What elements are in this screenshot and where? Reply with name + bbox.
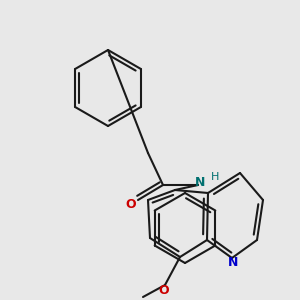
Text: O: O xyxy=(126,197,136,211)
Text: N: N xyxy=(195,176,205,188)
Text: H: H xyxy=(211,172,219,182)
Text: N: N xyxy=(228,256,238,268)
Text: O: O xyxy=(159,284,169,296)
